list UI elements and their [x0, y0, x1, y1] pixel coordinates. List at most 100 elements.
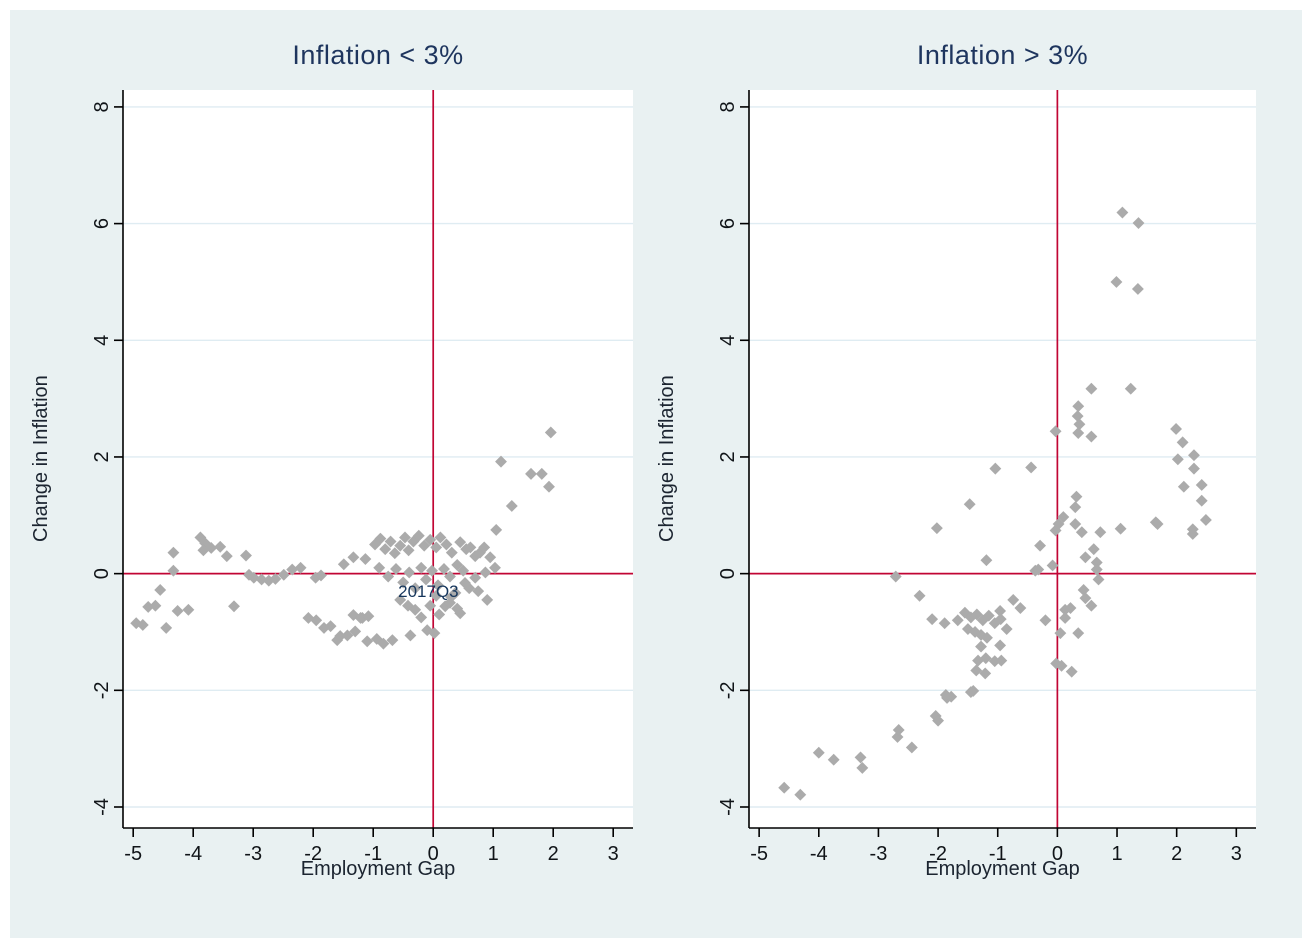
data-point — [1195, 479, 1208, 491]
y-tick-label: 0 — [91, 568, 113, 579]
y-tick-label: 2 — [91, 451, 113, 462]
data-point — [377, 637, 390, 650]
y-tick-label: 2 — [717, 451, 739, 462]
data-point — [994, 605, 1007, 617]
x-tick-label: 2 — [1171, 843, 1182, 865]
x-tick-label: -1 — [364, 843, 382, 865]
data-point — [495, 455, 507, 468]
panel-right-title: Inflation > 3% — [916, 40, 1089, 70]
x-tick-label: 2 — [548, 843, 559, 865]
data-point — [988, 655, 1001, 668]
y-tick-label: 6 — [91, 218, 113, 229]
y-tick-label: -2 — [717, 681, 739, 699]
plot-area — [123, 90, 633, 828]
data-point — [1065, 665, 1078, 678]
data-point — [970, 664, 983, 677]
data-point — [1195, 494, 1208, 507]
y-tick-label: 0 — [717, 568, 739, 579]
data-point — [1070, 490, 1083, 503]
data-point — [1188, 462, 1200, 475]
data-point — [484, 551, 497, 564]
data-point — [1007, 593, 1020, 606]
x-tick-label: -5 — [124, 843, 142, 865]
data-point — [444, 570, 456, 583]
data-point — [1079, 551, 1092, 564]
data-point — [926, 613, 939, 626]
data-point — [1055, 659, 1068, 672]
x-tick-label: -3 — [870, 843, 888, 865]
x-tick-label: 0 — [428, 843, 439, 865]
x-tick-label: -3 — [244, 843, 262, 865]
data-point — [432, 579, 444, 592]
data-point — [975, 640, 987, 653]
data-point — [856, 761, 869, 774]
point-label: 2017Q3 — [398, 582, 459, 601]
data-point — [892, 724, 905, 736]
data-point — [478, 541, 491, 554]
y-tick-label: 4 — [717, 335, 739, 346]
x-tick-label: 1 — [488, 843, 499, 865]
data-point — [938, 617, 951, 630]
y-tick-label: -2 — [91, 681, 113, 699]
data-point — [1054, 627, 1067, 640]
data-point — [359, 553, 372, 565]
data-point — [1025, 461, 1038, 474]
panel-left-x-axis-title: Employment Gap — [300, 858, 456, 880]
panel-left-title: Inflation < 3% — [292, 40, 464, 70]
data-point — [1077, 584, 1090, 596]
data-point — [449, 586, 462, 599]
x-tick-label: 0 — [1052, 843, 1063, 865]
panel-left-plot: 2017Q3 -4 -2 0 2 4 6 8 -5 -4 -3 -2 -1 0 1 2 3 — [38, 80, 646, 890]
data-point — [544, 426, 557, 439]
data-points — [778, 206, 1212, 801]
x-tick-label: -4 — [184, 843, 202, 865]
x-tick-label: 3 — [608, 843, 619, 865]
data-point — [979, 667, 992, 680]
data-point — [963, 498, 976, 511]
data-point — [778, 781, 791, 794]
y-tick-label: 6 — [717, 218, 739, 229]
data-point — [388, 547, 401, 560]
data-point — [472, 585, 485, 598]
data-point — [1188, 449, 1200, 462]
y-tick-label: -4 — [717, 798, 739, 816]
y-tick-label: -4 — [91, 798, 113, 816]
y-tick-label: 4 — [91, 335, 113, 346]
data-point — [505, 500, 518, 512]
data-point — [1071, 410, 1084, 423]
data-point — [397, 576, 410, 589]
data-point — [945, 690, 958, 703]
data-point — [994, 639, 1007, 652]
data-point — [384, 535, 397, 548]
data-point — [1186, 528, 1199, 540]
data-point — [1032, 563, 1045, 576]
data-point — [430, 541, 443, 554]
y-tick-label: 8 — [91, 101, 113, 112]
data-point — [315, 569, 327, 582]
data-point — [424, 533, 437, 546]
data-point — [1059, 612, 1072, 624]
data-point — [362, 610, 375, 623]
data-point — [382, 570, 395, 583]
data-point — [341, 629, 354, 642]
x-tick-label: -2 — [929, 843, 947, 865]
data-point — [490, 523, 503, 536]
scatter-svg: 2017Q3 -4 -2 0 2 4 6 8 -5 -4 -3 -2 -1 0 1 2 3 — [91, 90, 633, 865]
data-point — [386, 634, 399, 647]
data-point — [409, 582, 422, 595]
data-points — [130, 426, 557, 650]
data-point — [394, 539, 407, 552]
data-point — [420, 573, 432, 586]
x-tick-label: -1 — [989, 843, 1007, 865]
data-point — [354, 612, 367, 624]
data-point — [428, 627, 441, 640]
x-tick-label: 1 — [1111, 843, 1122, 865]
data-point — [1170, 423, 1183, 435]
x-tick-label: -4 — [810, 843, 828, 865]
data-point — [1069, 501, 1082, 514]
data-point — [463, 582, 476, 595]
data-point — [1092, 573, 1105, 586]
scatter-svg: -4 -2 0 2 4 6 8 -5 -4 -3 -2 -1 0 1 2 3 — [717, 90, 1256, 865]
panel-right-plot: -4 -2 0 2 4 6 8 -5 -4 -3 -2 -1 0 1 2 3 — [664, 80, 1269, 890]
